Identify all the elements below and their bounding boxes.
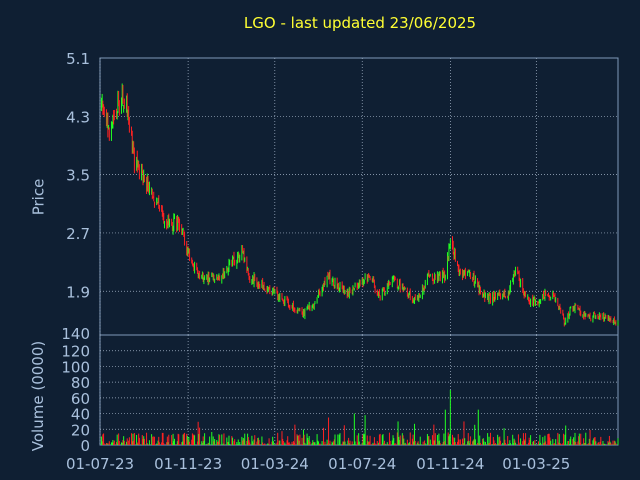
price-tick-label: 2.7 xyxy=(66,225,90,243)
price-candles xyxy=(100,83,619,327)
date-tick-label: 01-11-23 xyxy=(154,455,222,473)
volume-bars xyxy=(100,390,619,445)
date-tick-label: 01-07-24 xyxy=(328,455,396,473)
price-tick-label: 3.5 xyxy=(66,167,90,185)
price-tick-label: 1.9 xyxy=(66,283,90,301)
date-tick-label: 01-03-24 xyxy=(241,455,309,473)
volume-tick-label: 140 xyxy=(61,325,90,343)
volume-tick-label: 40 xyxy=(71,406,90,424)
date-tick-label: 01-07-23 xyxy=(66,455,134,473)
price-tick-label: 4.3 xyxy=(66,108,90,126)
volume-tick-label: 0 xyxy=(80,437,90,455)
volume-tick-label: 20 xyxy=(71,421,90,439)
volume-plot-frame xyxy=(99,334,619,446)
price-tick-label: 5.1 xyxy=(66,50,90,68)
volume-tick-label: 80 xyxy=(71,374,90,392)
volume-tick-label: 60 xyxy=(71,390,90,408)
date-tick-label: 01-11-24 xyxy=(416,455,484,473)
date-tick-label: 01-03-25 xyxy=(502,455,570,473)
volume-tick-label: 100 xyxy=(61,358,90,376)
chart-title: LGO - last updated 23/06/2025 xyxy=(243,14,477,32)
price-plot-frame xyxy=(99,57,619,336)
volume-tick-label: 120 xyxy=(61,343,90,361)
